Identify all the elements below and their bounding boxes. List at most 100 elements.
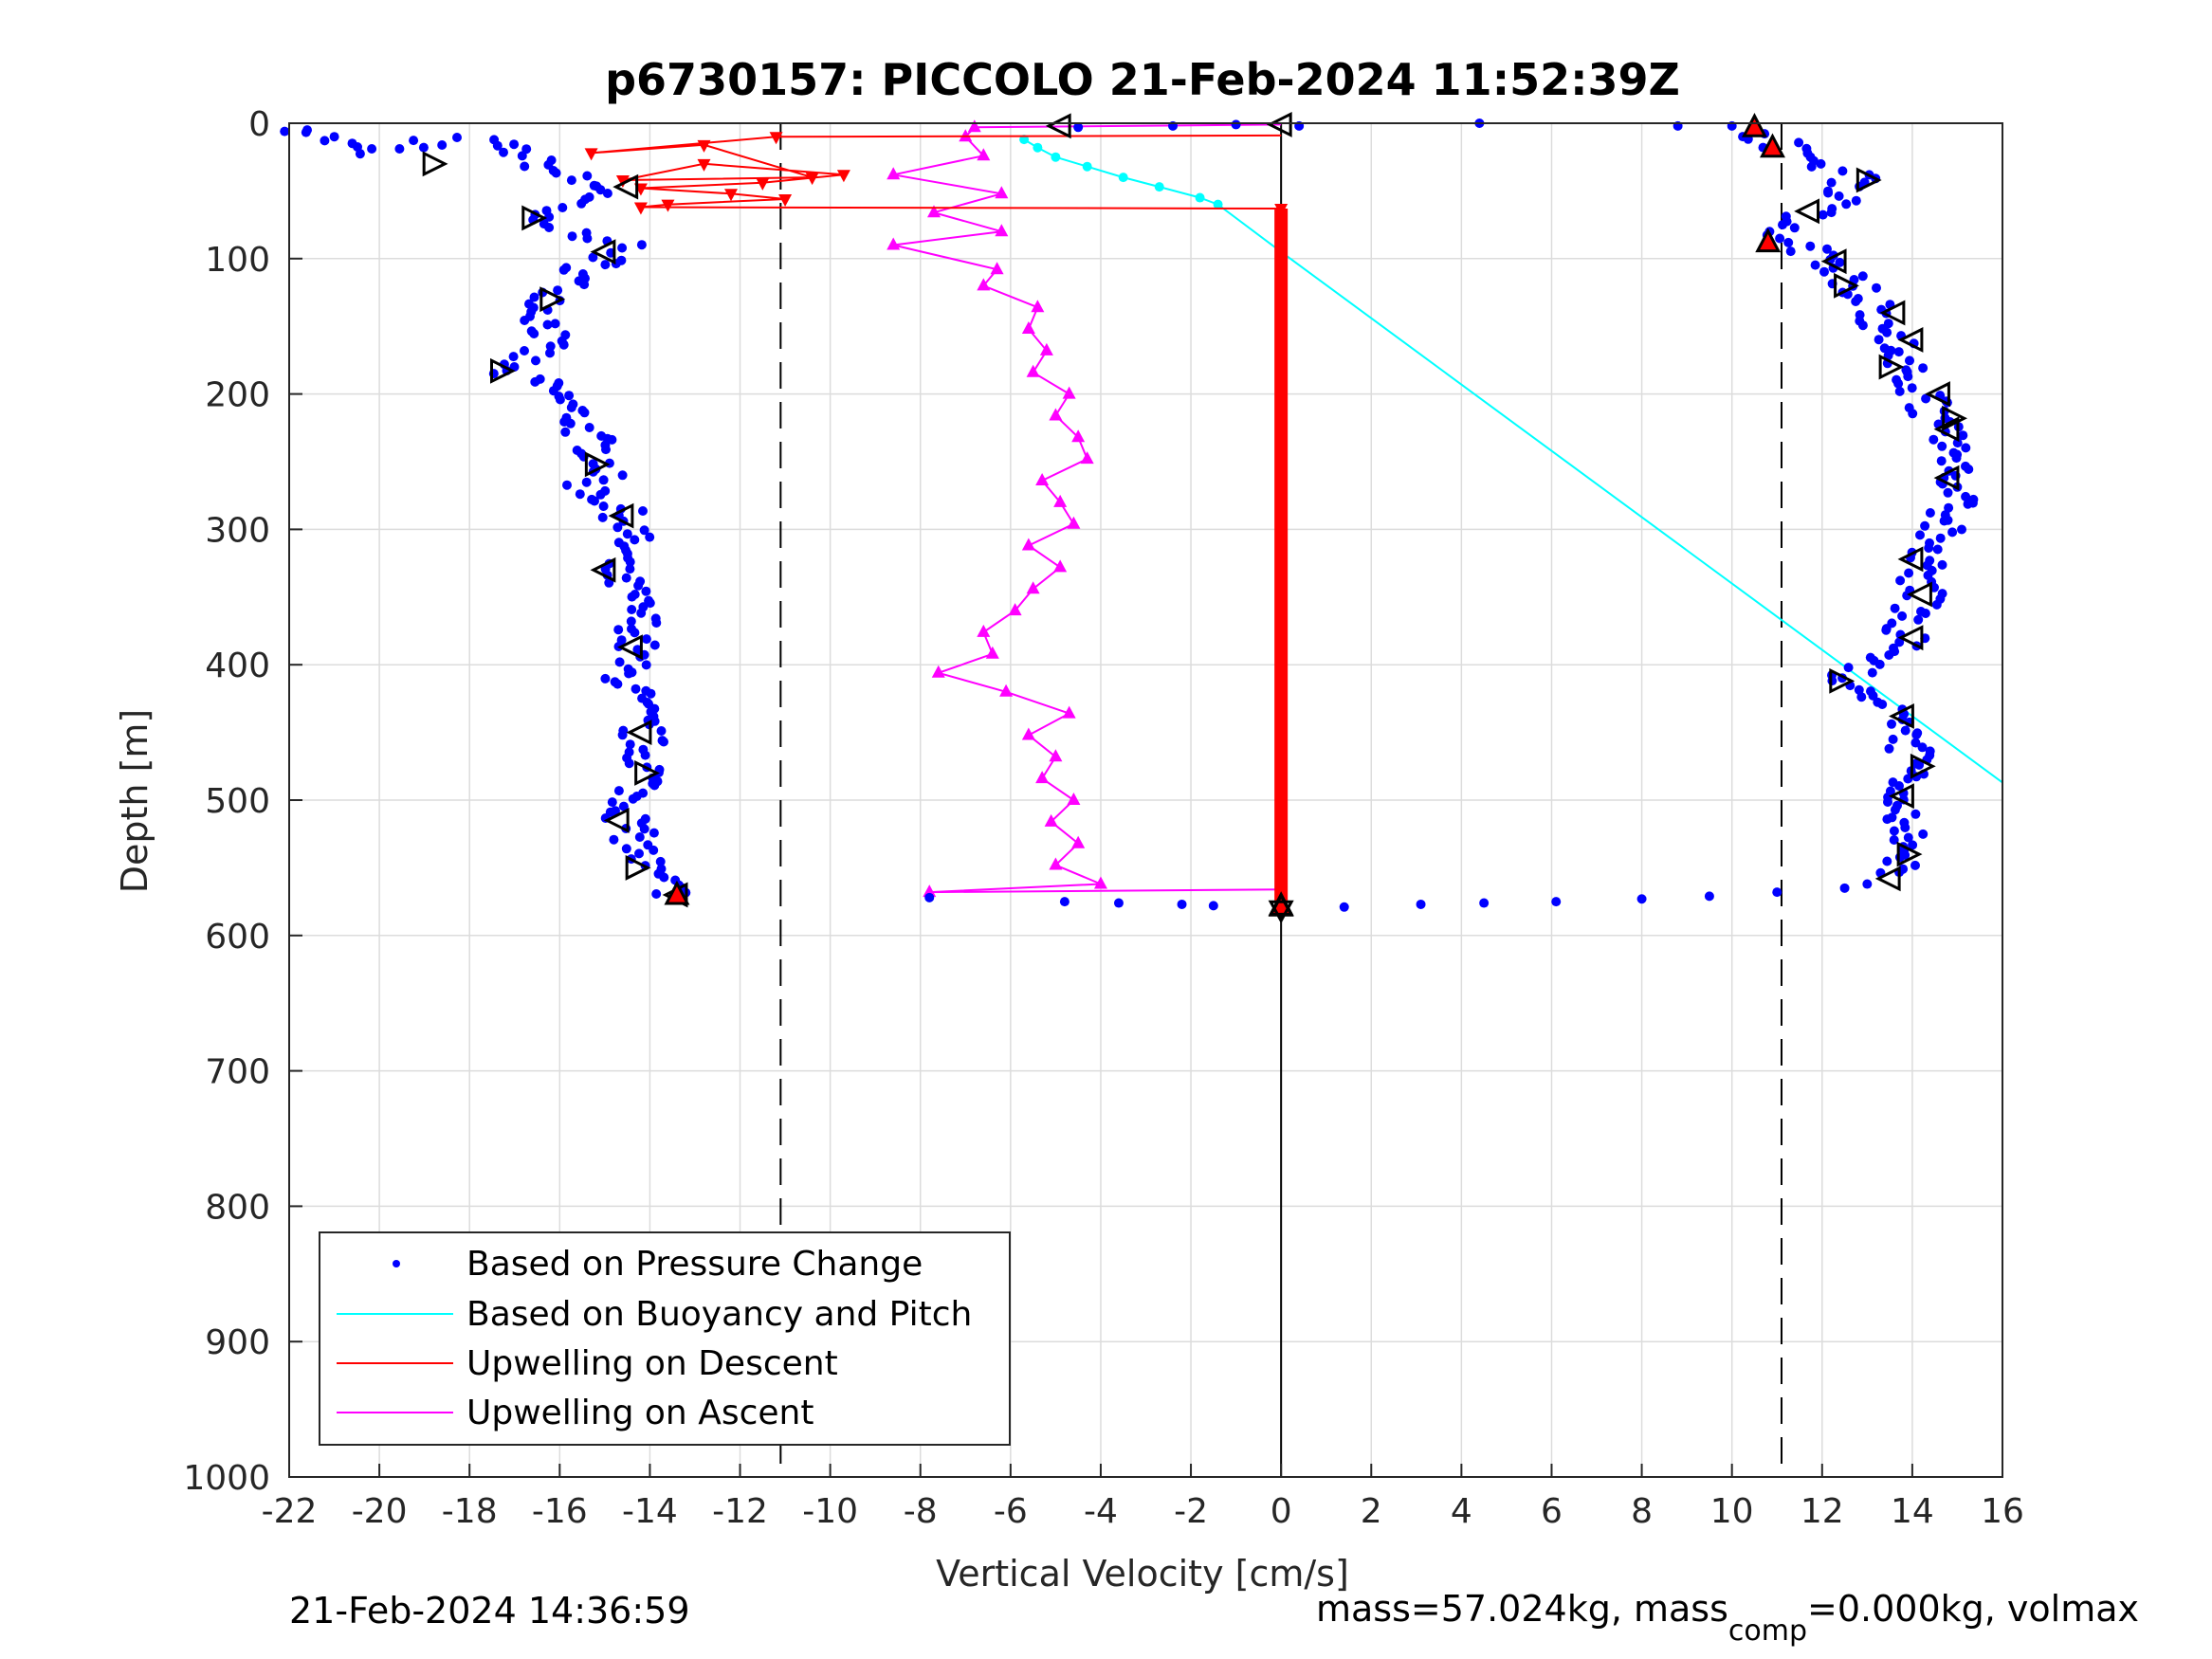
pressure-point (659, 872, 669, 883)
open-triangle-right-marker (1878, 354, 1905, 380)
open-triangle-right-marker (634, 760, 661, 786)
pressure-point (1416, 899, 1426, 909)
pressure-point (1903, 832, 1913, 843)
descent-point (724, 189, 739, 202)
ascent-point (1049, 857, 1063, 870)
pressure-point (612, 522, 623, 533)
pressure-point (640, 750, 650, 760)
pressure-point (1893, 347, 1904, 357)
pressure-point (924, 892, 935, 902)
pressure-point (555, 394, 565, 405)
tick-label-y: 300 (205, 511, 270, 550)
pressure-point (621, 844, 631, 854)
ascent-point (1067, 516, 1081, 529)
pressure-point (584, 423, 594, 432)
buoyancy-point (1019, 135, 1030, 145)
pressure-point (1843, 663, 1854, 673)
legend-box (319, 1231, 1011, 1446)
pressure-point (656, 726, 667, 736)
tick-label-y: 500 (205, 782, 270, 821)
pressure-point (1551, 897, 1562, 907)
pressure-point (1882, 856, 1892, 866)
pressure-point (1851, 195, 1861, 206)
open-triangle-left-marker (1897, 625, 1924, 651)
pressure-point (624, 668, 634, 679)
pressure-point (618, 801, 629, 811)
buoyancy-point (1154, 182, 1164, 192)
open-triangle-right-marker (1896, 841, 1923, 867)
pressure-point (595, 489, 606, 500)
open-triangle-right-marker (1910, 753, 1936, 779)
pressure-point (1059, 897, 1069, 907)
pressure-point (607, 797, 617, 808)
pressure-point (544, 211, 555, 222)
ascent-point (1080, 451, 1094, 465)
tick-label-x: -20 (352, 1492, 408, 1531)
x-axis-label: Vertical Velocity [cm/s] (936, 1553, 1349, 1595)
pressure-point (1892, 374, 1902, 385)
pressure-point (1903, 774, 1913, 784)
pressure-point (1837, 166, 1848, 176)
pressure-point (560, 427, 571, 437)
pressure-point (579, 280, 590, 290)
tick-label-x: -22 (262, 1492, 318, 1531)
axis-ticks: -22 -20 -18 -16 -14 -12 -10 -8 -6 -4 -2 0 2 4 6 8 10 12 14… (183, 105, 2024, 1531)
pressure-point (1853, 294, 1863, 303)
pressure-point (1865, 652, 1875, 663)
tick-label-y: 700 (205, 1053, 270, 1092)
pressure-point (1910, 738, 1921, 748)
hexagram-marker-up (1268, 893, 1294, 917)
ascent-point (985, 646, 999, 659)
ascent-point (931, 665, 945, 678)
pressure-point (1887, 812, 1897, 823)
pressure-point (1801, 143, 1812, 154)
pressure-point (625, 739, 635, 750)
pressure-point (649, 845, 659, 855)
tick-label-x: 10 (1710, 1492, 1754, 1531)
pressure-point (1952, 438, 1963, 448)
tick-label-x: -14 (622, 1492, 678, 1531)
filled-triangle-marker (664, 880, 690, 905)
pressure-point (638, 506, 648, 516)
pressure-point (367, 144, 377, 154)
tick-label-y: 400 (205, 647, 270, 685)
pressure-point (588, 252, 598, 263)
pressure-point (581, 477, 592, 487)
pressure-point (1892, 800, 1902, 811)
pressure-point (1841, 199, 1852, 210)
pressure-point (1913, 614, 1924, 625)
pressure-point (1948, 447, 1959, 458)
pressure-point (280, 126, 290, 137)
pressure-point (1925, 508, 1935, 518)
pressure-point (1925, 556, 1935, 566)
pressure-point (600, 673, 611, 684)
pressure-point (1907, 383, 1917, 393)
pressure-point (636, 608, 647, 618)
legend: Based on Pressure Change Based on Buoyan… (319, 1231, 1011, 1446)
open-triangle-left-marker (1933, 416, 1960, 443)
pressure-point (634, 848, 644, 859)
open-triangle-right-marker (1856, 167, 1882, 193)
pressure-point (1823, 186, 1833, 196)
ascent-point (1021, 321, 1035, 335)
series-descent-line (591, 136, 1282, 210)
open-triangle-left-marker (590, 239, 616, 265)
tick-label-y: 100 (205, 241, 270, 280)
pressure-point (1961, 491, 1971, 501)
pressure-point (1916, 607, 1926, 616)
pressure-point (1883, 319, 1893, 329)
pressure-point (302, 125, 313, 136)
pressure-point (1957, 524, 1966, 535)
pressure-point (1826, 177, 1837, 188)
pressure-point (1918, 829, 1929, 839)
pressure-point (1789, 223, 1800, 233)
descent-point (756, 177, 770, 191)
hexagram-marker-down (1268, 900, 1294, 924)
open-triangle-left-marker (626, 720, 652, 746)
pressure-point (1912, 728, 1923, 738)
pressure-point (531, 356, 540, 366)
open-triangle-left-marker (1889, 703, 1914, 729)
buoyancy-point (1213, 199, 1223, 210)
pressure-point (1839, 883, 1850, 893)
data-series (280, 118, 2003, 912)
